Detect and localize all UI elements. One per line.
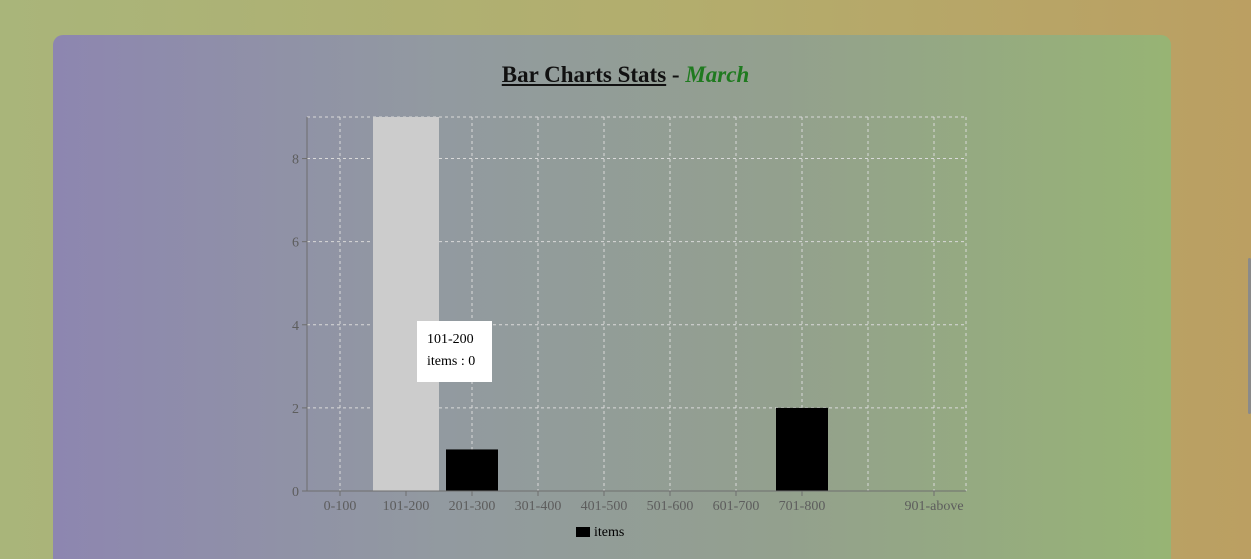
x-tick-label: 301-400 xyxy=(515,499,562,514)
tooltip-category: 101-200 xyxy=(427,332,474,347)
page-scrollbar[interactable] xyxy=(1248,258,1251,414)
highlight-band xyxy=(373,117,439,491)
legend-label: items xyxy=(594,525,624,540)
tooltip-value: items : 0 xyxy=(427,354,476,369)
x-tick-label: 901-above xyxy=(904,499,963,514)
x-tick-label: 401-500 xyxy=(581,499,628,514)
y-tick-label: 4 xyxy=(292,319,299,334)
y-tick-label: 2 xyxy=(292,402,299,417)
legend-swatch xyxy=(576,527,590,537)
y-tick-label: 6 xyxy=(292,236,299,251)
title-separator: - xyxy=(671,62,680,87)
y-tick-label: 8 xyxy=(292,153,299,168)
x-tick-label: 201-300 xyxy=(449,499,496,514)
page-title: Bar Charts Stats - March xyxy=(0,62,1251,88)
x-tick-label: 101-200 xyxy=(383,499,430,514)
title-main: Bar Charts Stats xyxy=(501,62,667,87)
x-tick-label: 601-700 xyxy=(713,499,760,514)
chart-panel xyxy=(53,35,1171,559)
x-tick-label: 701-800 xyxy=(779,499,826,514)
x-tick-label: 501-600 xyxy=(647,499,694,514)
title-month: March xyxy=(685,62,750,87)
chart-tooltip: 101-200 items : 0 xyxy=(417,321,492,382)
bar-701-800 xyxy=(776,407,828,491)
x-tick-label: 0-100 xyxy=(324,499,357,514)
y-tick-label: 0 xyxy=(292,485,299,500)
bar-201-300 xyxy=(446,449,498,491)
